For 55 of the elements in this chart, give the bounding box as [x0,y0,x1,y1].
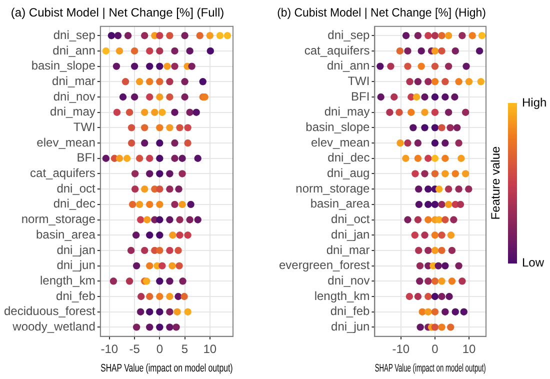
y-tick-label: length_km [314,288,370,303]
y-tick-label: norm_storage [296,181,370,196]
y-tick-label: dni_feb [56,288,96,303]
y-tick-label: dni_mar [326,242,370,257]
color-bar-label: Low [522,255,544,270]
y-tick-label: norm_storage [21,212,96,226]
y-tick-label: dni_jun [56,258,96,272]
y-tick-label: dni_sep [328,28,370,42]
y-tick-label: basin_area [310,196,370,211]
y-tick-label: dni_feb [330,304,370,318]
y-tick-label: dni_sep [53,28,96,42]
y-tick-label: basin_area [36,227,96,242]
y-tick-label: dni_jan [56,242,96,257]
y-tick-label: dni_may [50,104,96,119]
y-tick-label: TWI [348,74,370,88]
color-bar-title: Feature value [488,146,502,220]
x-axis-title: SHAP Value (impact on model output) [100,362,233,375]
x-tick-label: 10 [462,342,476,356]
y-tick-label: dni_dec [53,196,96,211]
y-tick-label: dni_jun [331,320,370,334]
y-tick-label: basin_slope [31,58,96,73]
y-tick-label: dni_ann [52,43,96,58]
y-tick-label: elev_mean [311,135,370,150]
y-tick-label: BFI [351,89,370,104]
x-tick-label: 10 [203,342,217,356]
y-tick-label: dni_mar [52,74,96,88]
y-tick-label: basin_slope [306,120,370,134]
y-tick-label: dni_dec [328,150,370,165]
x-axis-title: SHAP Value (impact on model output) [374,362,486,374]
y-tick-label: cat_aquifers [30,166,96,180]
y-tick-label: dni_may [324,104,370,119]
y-tick-label: cat_aquifers [304,43,370,58]
x-tick-label: 0 [156,342,164,356]
x-tick-label: 0 [432,342,439,356]
color-bar-label: High [522,95,547,110]
y-tick-label: evergreen_forest [278,258,370,272]
x-tick-label: -10 [100,342,118,356]
y-tick-label: TWI [73,120,96,134]
chart-title: (a) Cubist Model | Net Change [%] (Full) [10,6,224,20]
y-tick-label: woody_wetland [12,320,96,334]
y-tick-label: dni_oct [56,181,96,196]
x-tick-label: 5 [181,342,188,356]
x-tick-label: -5 [129,342,140,356]
y-tick-label: elev_mean [36,135,96,150]
y-tick-label: deciduous_forest [4,304,96,318]
y-tick-label: dni_aug [327,166,370,180]
y-tick-label: length_km [40,273,96,288]
chart-title: (b) Cubist Model | Net Change [%] (High) [277,6,486,20]
y-tick-label: dni_nov [53,89,96,104]
y-tick-label: dni_oct [331,212,370,226]
y-tick-label: BFI [76,150,96,165]
x-tick-label: -10 [392,342,410,356]
y-tick-label: dni_ann [327,58,370,73]
y-tick-label: dni_jan [331,227,370,242]
y-tick-label: dni_nov [328,273,370,288]
